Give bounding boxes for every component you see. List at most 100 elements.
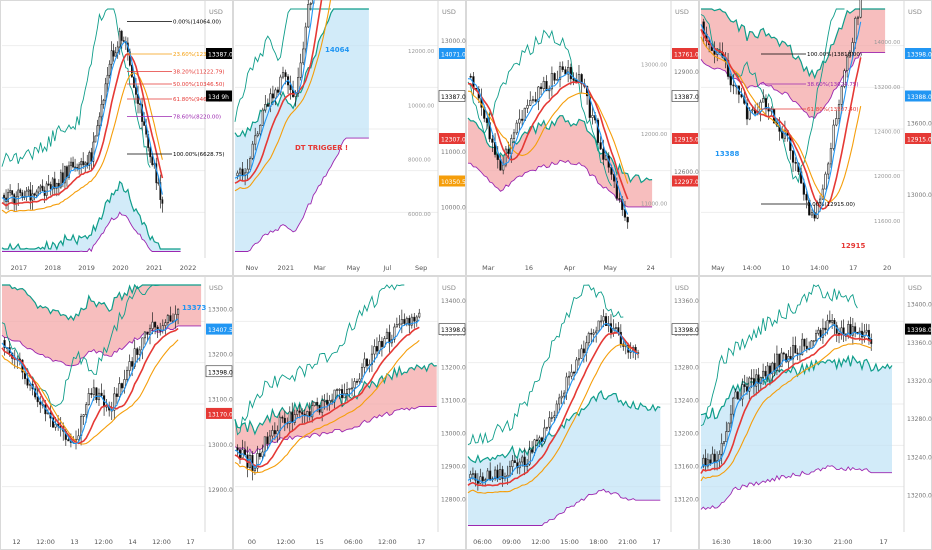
candle-body	[331, 399, 334, 402]
price-tag-label: 13d 9h	[208, 94, 229, 101]
candle-body	[375, 346, 378, 352]
candle-body	[580, 74, 583, 85]
candle-body	[596, 119, 600, 143]
candle-body	[47, 183, 50, 186]
price-tag-label: 12297.00	[674, 179, 703, 186]
candle-body	[77, 435, 80, 440]
candle-body	[373, 346, 376, 355]
candle-body	[849, 324, 852, 336]
candle-body	[269, 93, 272, 107]
candle-body	[553, 415, 556, 418]
x-tick-label: 16:30	[712, 538, 731, 546]
candle-body	[166, 315, 169, 324]
candle-body	[558, 397, 561, 405]
price-tag-label: 13387.00	[441, 94, 470, 101]
candle-body	[859, 0, 862, 18]
x-tick-label: 19:30	[793, 538, 812, 546]
candle-body	[102, 99, 105, 105]
candle-body	[289, 84, 292, 91]
candle-body	[508, 466, 511, 476]
candle-body	[146, 331, 149, 335]
candle-body	[561, 66, 564, 70]
candle-body	[831, 319, 834, 323]
y-tick-label: 13200.00	[907, 492, 932, 499]
candle-body	[405, 317, 408, 324]
candle-body	[358, 378, 361, 382]
price-tag	[439, 133, 465, 144]
currency-label: USD	[908, 284, 922, 292]
currency-label: USD	[209, 284, 223, 292]
x-tick-label: 24	[647, 264, 655, 272]
candle-body	[838, 333, 841, 335]
candle-body	[299, 62, 302, 78]
candle-body	[538, 437, 541, 441]
candle-body	[854, 17, 857, 43]
candle-body	[759, 377, 762, 384]
candle-body	[569, 66, 572, 80]
kijun-sen	[467, 81, 629, 200]
price-tag	[205, 365, 233, 378]
candle-body	[827, 163, 830, 175]
candle-body	[794, 162, 797, 164]
candle-body	[243, 449, 247, 456]
ichimoku-cloud	[468, 115, 653, 207]
kijun-sen	[1, 327, 179, 445]
chikou-span	[700, 284, 858, 427]
price-tag-label: 13388.00	[907, 94, 932, 101]
candle-body	[100, 104, 103, 118]
candle-body	[36, 396, 39, 403]
x-tick-label: 15	[315, 538, 323, 546]
candle-body	[274, 89, 277, 99]
candle-body	[504, 148, 508, 166]
candle-body	[395, 324, 398, 328]
annotation-label: 14064	[325, 46, 349, 54]
candle-body	[496, 154, 499, 160]
candle-body	[531, 99, 535, 101]
y-tick-label: 13400.00	[907, 302, 932, 309]
candle-body	[521, 118, 524, 121]
candle-body	[516, 462, 519, 469]
candle-body	[706, 459, 709, 467]
x-tick-label: Jul	[382, 264, 391, 272]
tenkan-sen	[1, 40, 163, 202]
fib-level-label: 100.00%(13818.00)	[807, 52, 862, 58]
price-tag	[672, 175, 698, 187]
candle-body	[518, 118, 521, 124]
price-tag	[905, 133, 931, 144]
fib-level-label: 38.60%(13624.75)	[807, 82, 859, 88]
currency-label: USD	[442, 8, 456, 16]
candle-body	[45, 183, 48, 196]
candles	[702, 310, 873, 472]
candle-body	[43, 190, 46, 196]
price-tag	[905, 323, 931, 335]
candle-body	[843, 70, 846, 87]
candle-body	[805, 194, 808, 201]
candle-body	[572, 371, 576, 374]
candle-body	[577, 358, 580, 361]
candle-body	[523, 456, 526, 467]
panel-p6: USD0012:001506:0012:001713400.0013300.00…	[233, 276, 470, 550]
candle-body	[775, 353, 778, 371]
candle-body	[164, 322, 167, 326]
x-tick-label: 2021	[277, 264, 294, 272]
y-tick-label: 13360.00	[674, 298, 703, 305]
candle-body	[802, 182, 805, 195]
kijun-sen	[467, 331, 639, 487]
candle-body	[614, 327, 617, 329]
inner-y-tick-label: 12400.00	[874, 129, 901, 135]
candle-body	[276, 430, 279, 435]
candle-body	[118, 30, 121, 48]
senkou-span-b	[1, 325, 202, 367]
inner-y-tick-label: 11000.00	[641, 201, 668, 207]
x-tick-label: 14:00	[742, 264, 761, 272]
candle-body	[398, 323, 401, 326]
candle-body	[82, 414, 85, 417]
x-tick-label: 2021	[146, 264, 163, 272]
candle-body	[336, 389, 339, 391]
candle-body	[518, 461, 521, 469]
price-tag	[438, 90, 466, 102]
currency-label: USD	[442, 284, 456, 292]
candle-body	[293, 414, 296, 423]
price-tag-label: 13398.00	[907, 52, 932, 59]
